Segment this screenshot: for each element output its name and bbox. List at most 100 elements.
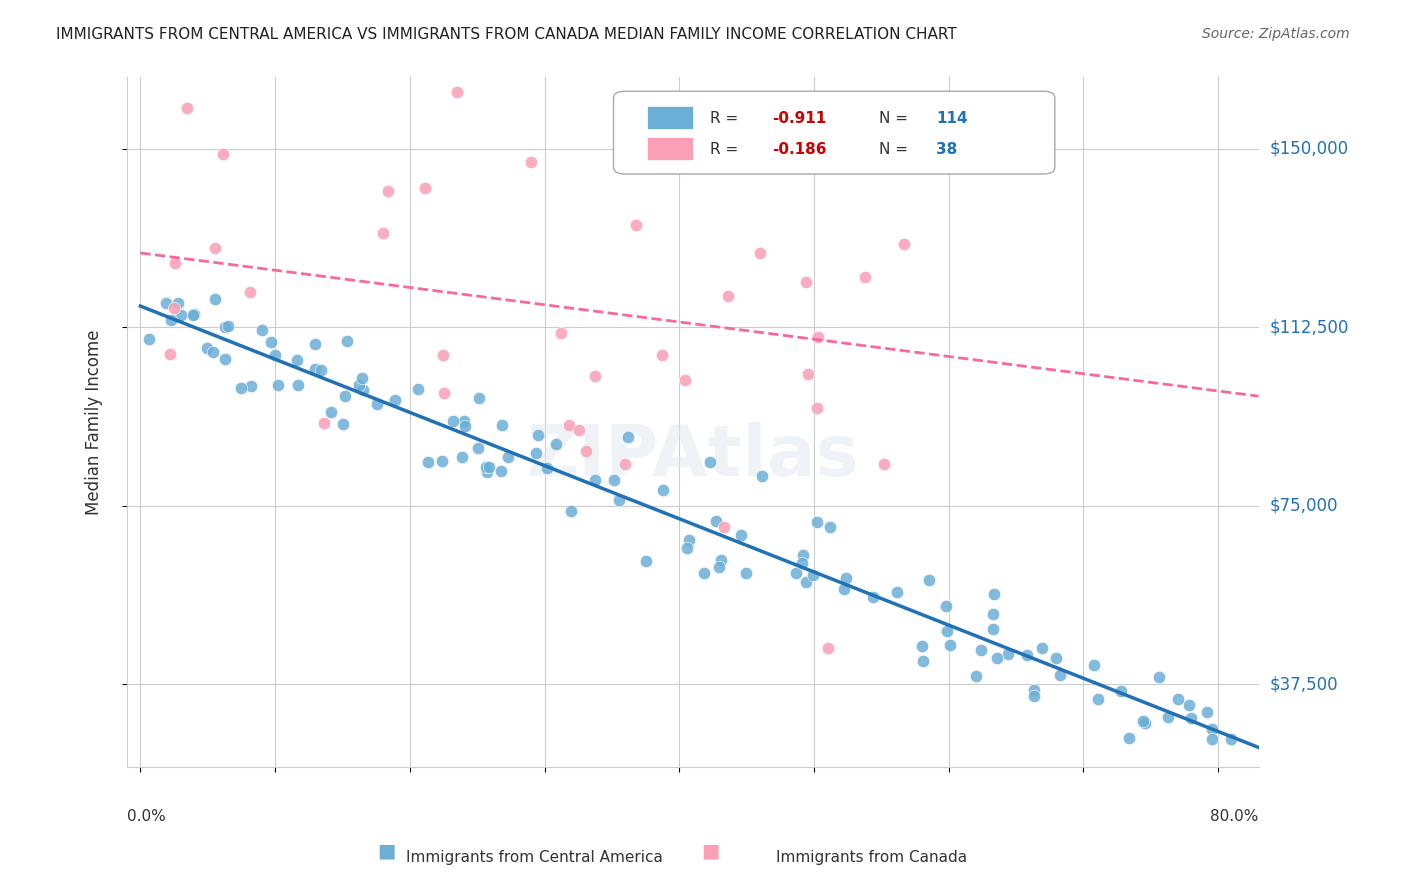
Point [544, 436, 567, 450]
Point [751, 468, 773, 483]
Point [163, 301, 186, 315]
Point [558, 417, 581, 432]
Point [304, 362, 326, 376]
Point [1132, 714, 1154, 728]
Text: ■: ■ [377, 842, 396, 861]
Text: -0.911: -0.911 [772, 112, 827, 127]
Point [938, 638, 960, 652]
Point [467, 441, 489, 455]
Point [159, 346, 181, 360]
Point [239, 285, 262, 299]
Text: N =: N = [879, 143, 908, 157]
Point [415, 180, 437, 194]
Point [138, 332, 160, 346]
Point [312, 416, 335, 430]
Point [710, 553, 733, 567]
Point [432, 348, 454, 362]
Point [491, 418, 513, 433]
Point [1219, 731, 1241, 746]
Text: 114: 114 [936, 112, 967, 127]
Point [475, 459, 498, 474]
Point [1022, 682, 1045, 697]
Point [918, 573, 941, 587]
Point [1167, 692, 1189, 706]
Point [371, 226, 394, 240]
Point [263, 348, 285, 362]
Point [309, 363, 332, 377]
Point [336, 334, 359, 348]
Point [1017, 648, 1039, 662]
Text: IMMIGRANTS FROM CENTRAL AMERICA VS IMMIGRANTS FROM CANADA MEDIAN FAMILY INCOME C: IMMIGRANTS FROM CENTRAL AMERICA VS IMMIG… [56, 27, 957, 42]
Point [366, 397, 388, 411]
Point [285, 352, 308, 367]
Point [1133, 716, 1156, 731]
Point [204, 292, 226, 306]
Point [491, 464, 513, 478]
Point [166, 295, 188, 310]
Point [614, 457, 637, 471]
Point [862, 590, 884, 604]
Point [211, 147, 233, 161]
Point [478, 460, 501, 475]
Text: $112,500: $112,500 [1270, 318, 1350, 336]
Point [250, 323, 273, 337]
Point [817, 641, 839, 656]
Point [430, 454, 453, 468]
Point [806, 401, 828, 416]
Point [567, 424, 589, 438]
Point [536, 461, 558, 475]
Point [287, 377, 309, 392]
Point [699, 455, 721, 469]
Point [377, 184, 399, 198]
Point [1049, 667, 1071, 681]
Point [176, 101, 198, 115]
Point [406, 382, 429, 396]
Point [418, 455, 440, 469]
Point [704, 514, 727, 528]
Point [260, 335, 283, 350]
Point [1156, 709, 1178, 723]
Point [997, 648, 1019, 662]
Point [1022, 690, 1045, 704]
FancyBboxPatch shape [648, 137, 693, 161]
Point [1201, 731, 1223, 746]
Point [454, 418, 477, 433]
Point [347, 377, 370, 392]
Point [1045, 651, 1067, 665]
Text: Source: ZipAtlas.com: Source: ZipAtlas.com [1202, 27, 1350, 41]
Point [797, 367, 820, 381]
Point [585, 368, 607, 383]
Point [170, 308, 193, 322]
Point [181, 308, 204, 322]
Point [239, 379, 262, 393]
Point [801, 568, 824, 582]
Point [983, 587, 1005, 601]
Point [818, 520, 841, 534]
Point [319, 405, 342, 419]
Point [583, 473, 606, 487]
Point [441, 414, 464, 428]
Point [634, 554, 657, 568]
Point [935, 599, 957, 613]
Point [266, 378, 288, 392]
Point [652, 483, 675, 497]
Point [160, 313, 183, 327]
Point [1118, 731, 1140, 745]
Point [853, 270, 876, 285]
Point [1147, 670, 1170, 684]
Point [617, 429, 640, 443]
Point [352, 383, 374, 397]
Text: -0.186: -0.186 [772, 143, 827, 157]
Point [496, 450, 519, 465]
Text: $37,500: $37,500 [1270, 675, 1339, 693]
Point [607, 493, 630, 508]
Point [790, 556, 813, 570]
Point [734, 566, 756, 580]
Text: ■: ■ [700, 842, 720, 861]
Point [214, 351, 236, 366]
Point [550, 326, 572, 340]
Point [730, 528, 752, 542]
Point [707, 559, 730, 574]
Point [229, 381, 252, 395]
Point [524, 446, 547, 460]
